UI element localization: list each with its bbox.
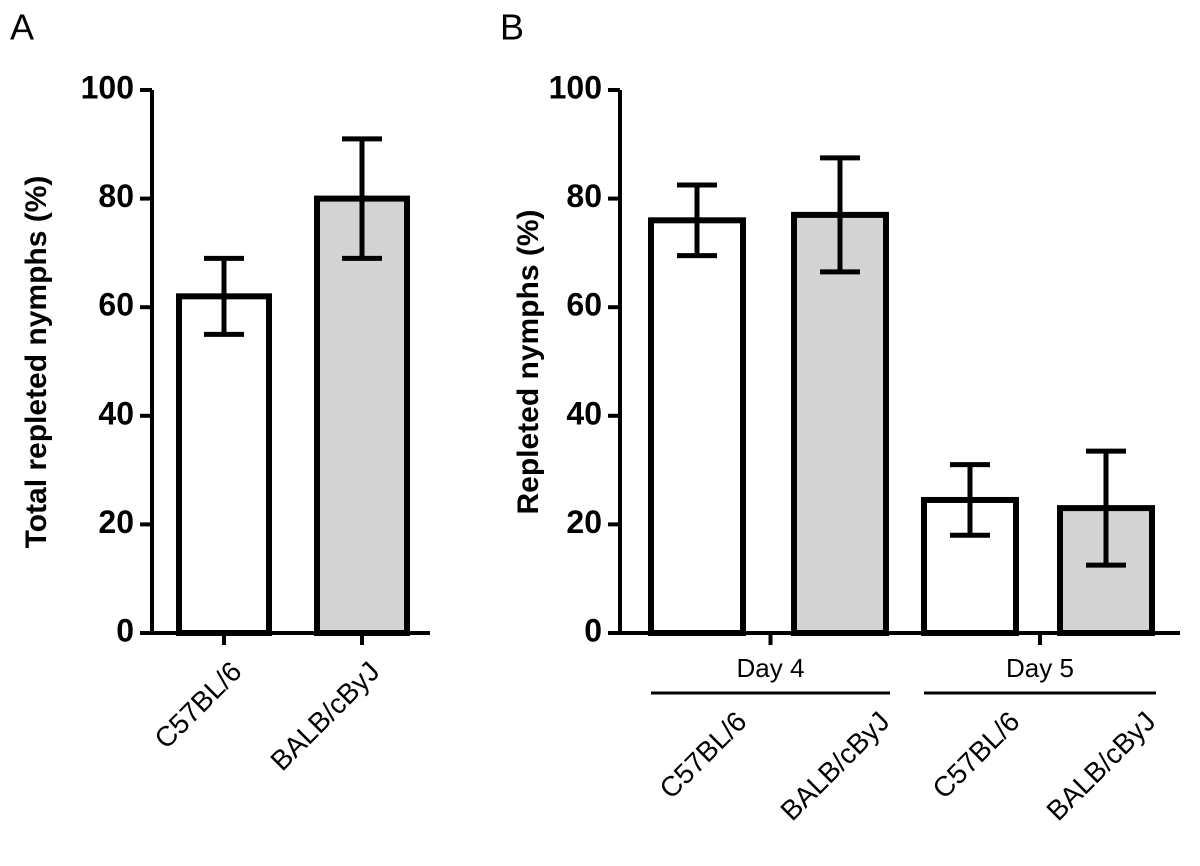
x-tick-label: BALB/cByJ [265, 656, 386, 777]
x-tick-label: BALB/cByJ [1041, 706, 1162, 827]
y-tick-label: 80 [98, 178, 134, 214]
y-tick-label: 0 [116, 612, 134, 648]
x-tick-label: C57BL/6 [653, 706, 752, 805]
y-tick-label: 0 [584, 612, 602, 648]
y-tick-label: 100 [549, 69, 602, 105]
y-tick-label: 80 [566, 178, 602, 214]
y-tick-label: 40 [98, 395, 134, 431]
x-tick-label: C57BL/6 [926, 706, 1025, 805]
bar [648, 217, 746, 636]
panel-label: B [500, 7, 524, 48]
y-tick-label: 60 [98, 287, 134, 323]
x-tick-label: BALB/cByJ [775, 706, 896, 827]
bar [791, 211, 889, 636]
y-tick-label: 100 [81, 69, 134, 105]
bar [176, 293, 272, 636]
panel-label: A [10, 7, 34, 48]
group-label: Day 4 [737, 653, 805, 683]
y-axis-label: Total repleted nymphs (%) [20, 176, 53, 549]
group-label: Day 5 [1006, 653, 1074, 683]
y-tick-label: 20 [566, 504, 602, 540]
y-tick-label: 20 [98, 504, 134, 540]
bar [314, 195, 410, 636]
x-tick-label: C57BL/6 [148, 656, 247, 755]
y-tick-label: 60 [566, 287, 602, 323]
y-tick-label: 40 [566, 395, 602, 431]
y-axis-label: Repleted nymphs (%) [512, 209, 545, 514]
